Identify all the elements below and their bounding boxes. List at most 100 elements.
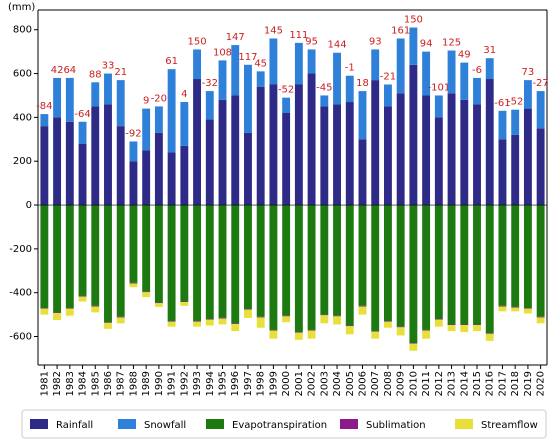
x-tick-label: 1981: [39, 371, 50, 396]
bar-segment: [358, 139, 367, 206]
bar-segment: [383, 106, 392, 206]
bar-segment: [447, 93, 456, 206]
net-label: -52: [278, 85, 294, 96]
bar-segment: [345, 325, 354, 327]
net-label: -92: [125, 128, 141, 139]
bar-segment: [294, 42, 303, 85]
bar-segment: [104, 73, 112, 105]
x-tick-label: 2004: [332, 371, 343, 396]
bar-segment: [205, 319, 214, 326]
y-tick-label: -600: [9, 332, 32, 343]
x-tick-label: 1992: [179, 371, 190, 396]
y-tick-label: -200: [9, 244, 32, 255]
bar-segment: [422, 330, 431, 339]
x-tick-label: 2013: [447, 371, 458, 396]
bar-segment: [256, 205, 265, 317]
bar-segment: [116, 126, 125, 206]
x-tick-label: 1989: [141, 371, 152, 396]
y-tick-label: 0: [26, 200, 32, 211]
bar-segment: [460, 99, 469, 206]
bar-segment: [129, 282, 138, 284]
bar-segment: [447, 325, 456, 332]
bar-segment: [91, 205, 100, 306]
bar-segment: [460, 325, 469, 333]
bar-segment: [231, 95, 240, 206]
y-tick-label: 600: [13, 69, 32, 80]
bar-segment: [256, 86, 265, 206]
bar-segment: [180, 145, 189, 206]
y-tick-label: 200: [13, 156, 32, 167]
bar-segment: [256, 316, 265, 318]
bar-segment: [383, 321, 392, 328]
bar-segment: [282, 315, 291, 317]
bar-segment: [167, 69, 176, 153]
x-tick-label: 1987: [116, 371, 127, 396]
bar-segment: [40, 308, 49, 309]
bar-segment: [40, 126, 49, 206]
bar-segment: [256, 71, 265, 87]
y-axis-label: (mm): [8, 2, 35, 13]
bar-segment: [371, 205, 380, 332]
bar-segment: [307, 205, 316, 330]
bar-segment: [307, 49, 316, 74]
net-label: 18: [356, 78, 369, 89]
bar-segment: [116, 316, 125, 318]
x-tick-label: 1990: [154, 371, 165, 396]
bar-segment: [104, 322, 112, 329]
net-label: -84: [36, 101, 52, 112]
bar-segment: [294, 332, 303, 340]
bar-segment: [434, 319, 443, 327]
bar-segment: [65, 308, 74, 316]
bar-segment: [434, 95, 443, 118]
net-label: 161: [391, 25, 410, 36]
x-tick-label: 2006: [357, 371, 368, 396]
bar-segment: [282, 97, 291, 113]
x-tick-label: 1996: [230, 371, 241, 396]
net-label: 31: [483, 45, 496, 56]
x-tick-label: 1982: [52, 371, 63, 396]
bar-segment: [523, 308, 532, 314]
bar-segment: [269, 84, 278, 206]
bar-segment: [231, 45, 240, 96]
x-tick-label: 2010: [408, 371, 419, 396]
bar-segment: [460, 62, 469, 100]
x-tick-label: 1986: [103, 371, 114, 396]
net-label: 61: [165, 56, 178, 67]
bar-segment: [371, 331, 380, 332]
bar-segment: [523, 108, 532, 206]
bar-segment: [116, 80, 125, 127]
bar-segment: [422, 329, 431, 331]
bar-segment: [205, 91, 214, 120]
bar-segment: [307, 73, 316, 206]
bar-segment: [536, 317, 545, 324]
bar-segment: [333, 315, 341, 317]
x-tick-label: 2007: [370, 371, 381, 396]
bar-segment: [523, 308, 532, 309]
bar-segment: [434, 318, 443, 320]
net-label: 147: [226, 32, 245, 43]
bar-segment: [65, 121, 74, 206]
bar-segment: [40, 205, 49, 309]
bar-segment: [154, 132, 163, 206]
bar-segment: [244, 309, 252, 310]
bar-segment: [511, 306, 520, 308]
net-label: 73: [522, 67, 535, 78]
x-tick-label: 2001: [294, 371, 305, 396]
bar-segment: [244, 64, 252, 133]
bar-segment: [345, 205, 354, 326]
bar-segment: [358, 306, 367, 315]
x-tick-label: 2019: [523, 371, 534, 396]
bar-segment: [434, 205, 443, 319]
bar-segment: [129, 161, 138, 206]
bar-segment: [294, 84, 303, 206]
bar-segment: [205, 119, 214, 206]
bar-segment: [91, 82, 100, 107]
bar-segment: [320, 315, 329, 324]
bar-segment: [193, 49, 202, 80]
bar-segment: [511, 134, 520, 206]
x-tick-label: 2018: [510, 371, 521, 396]
bar-segment: [167, 205, 176, 322]
bar-segment: [269, 330, 278, 339]
legend-label: Rainfall: [56, 420, 93, 431]
legend-label: Sublimation: [366, 420, 426, 431]
